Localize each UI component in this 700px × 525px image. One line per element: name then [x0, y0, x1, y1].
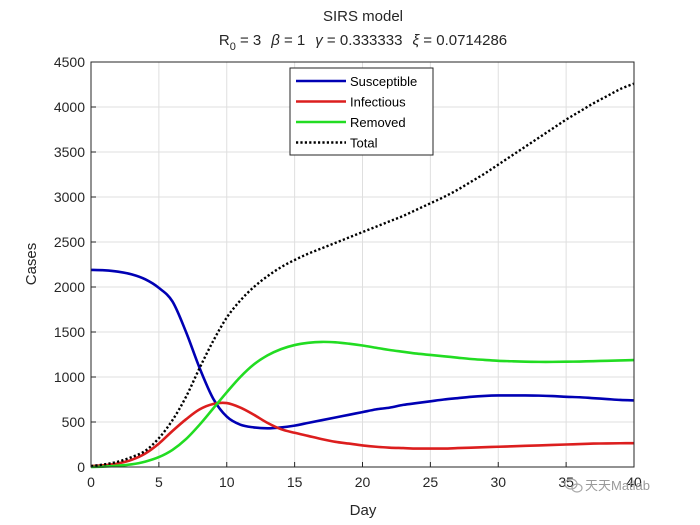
infectious-line	[90, 401, 635, 468]
tick-layer: 0 5 10 15 20 25 30 35 40 0 500 1000 1500 2000 2500 3000…	[54, 54, 642, 490]
x-axis-label: Day	[350, 502, 377, 519]
xi-value: = 0.0714286	[419, 32, 507, 49]
legend-label-removed: Removed	[350, 115, 406, 130]
x-tick-label: 0	[87, 474, 95, 490]
xi-symbol: ξ	[412, 32, 420, 49]
y-tick-label: 1000	[54, 369, 85, 385]
y-tick-label: 4000	[54, 99, 85, 115]
legend-label-total: Total	[350, 136, 378, 151]
watermark-text: 天天Matlab	[585, 478, 650, 493]
chart-subtitle: R0 = 3 β = 1 γ = 0.333333 ξ = 0.0714286	[219, 32, 507, 53]
x-tick-label: 5	[155, 474, 163, 490]
y-axis-label: Cases	[23, 243, 40, 286]
beta-symbol: β	[270, 32, 280, 49]
watermark: 天天Matlab	[564, 478, 650, 493]
susceptible-line	[90, 268, 635, 430]
x-tick-label: 15	[287, 474, 303, 490]
x-tick-label: 30	[490, 474, 506, 490]
legend: Susceptible Infectious Removed Total	[289, 67, 434, 156]
r0-subscript: 0	[230, 41, 236, 53]
legend-label-infectious: Infectious	[350, 95, 406, 110]
y-tick-label: 1500	[54, 324, 85, 340]
series-layer	[90, 82, 635, 469]
y-tick-label: 3500	[54, 144, 85, 160]
x-tick-label: 20	[355, 474, 371, 490]
legend-box	[289, 67, 434, 156]
gamma-value: = 0.333333	[323, 32, 403, 49]
r0-symbol: R	[219, 32, 230, 49]
x-tick-label: 35	[558, 474, 574, 490]
y-tick-label: 2000	[54, 279, 85, 295]
y-tick-label: 500	[62, 414, 86, 430]
x-tick-label: 25	[423, 474, 439, 490]
y-tick-label: 4500	[54, 54, 85, 70]
wechat-icon	[564, 478, 583, 493]
y-tick-label: 2500	[54, 234, 85, 250]
legend-label-susceptible: Susceptible	[350, 74, 417, 89]
gamma-symbol: γ	[315, 32, 324, 49]
chart-title: SIRS model	[323, 8, 403, 25]
r0-value: = 3	[236, 32, 261, 49]
beta-value: = 1	[280, 32, 305, 49]
y-tick-label: 0	[77, 459, 85, 475]
y-tick-label: 3000	[54, 189, 85, 205]
removed-line	[90, 340, 635, 469]
x-tick-label: 40	[626, 474, 642, 490]
x-tick-label: 10	[219, 474, 235, 490]
